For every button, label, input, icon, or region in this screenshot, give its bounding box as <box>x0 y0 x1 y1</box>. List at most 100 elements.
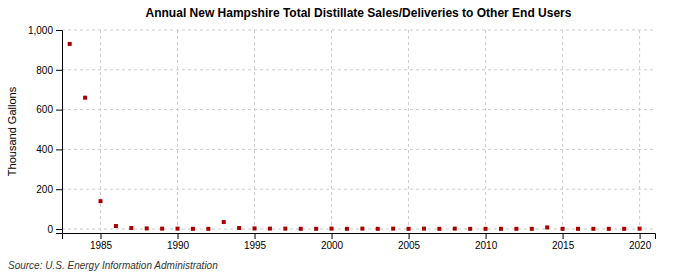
grid-line-x <box>254 30 255 233</box>
grid-line-y <box>62 189 655 190</box>
y-axis: 0 200 400 600 800 1,000 <box>28 25 63 235</box>
x-tick-mark <box>101 233 102 239</box>
y-tick-mark <box>56 30 62 31</box>
y-tick-label: 800 <box>36 65 53 76</box>
grid-line-x <box>562 30 563 233</box>
y-tick: 200 <box>36 184 62 195</box>
point <box>391 227 395 231</box>
title: Annual New Hampshire Total Distillate Sa… <box>146 6 572 20</box>
y-tick: 600 <box>36 104 62 115</box>
point <box>607 227 611 231</box>
point <box>437 227 441 231</box>
grid-line-x <box>485 30 486 233</box>
point <box>499 227 503 231</box>
x-tick-mark <box>178 233 179 239</box>
y-tick-mark <box>56 110 62 111</box>
point <box>561 227 565 231</box>
points <box>68 42 642 231</box>
x-tick: 1985 <box>90 233 113 251</box>
point <box>222 220 226 224</box>
chart: Annual New Hampshire Total Distillate Sa… <box>0 0 675 275</box>
source-note: Source: U.S. Energy Information Administ… <box>8 260 218 271</box>
point <box>453 227 457 231</box>
x-axis-line <box>63 234 656 240</box>
y-tick-label: 600 <box>36 104 53 115</box>
point <box>622 227 626 231</box>
grid-line-x <box>177 30 178 233</box>
grid-line-y <box>62 149 655 150</box>
point <box>345 227 349 231</box>
x-tick-label: 1990 <box>167 240 190 251</box>
point <box>638 227 642 231</box>
point <box>68 42 72 46</box>
plot-area: 1985 1990 1995 2000 2005 2010 2015 2020 0 200 400 6… <box>28 25 656 251</box>
point <box>237 226 241 230</box>
y-tick-mark <box>56 70 62 71</box>
x-tick-label: 2010 <box>475 240 498 251</box>
point <box>422 227 426 231</box>
x-tick-label: 2005 <box>398 240 421 251</box>
y-tick-label: 0 <box>47 224 53 235</box>
y-tick-label: 200 <box>36 184 53 195</box>
point <box>591 227 595 231</box>
grid-line-y <box>62 109 655 110</box>
point <box>206 227 210 231</box>
chart-container: Annual New Hampshire Total Distillate Sa… <box>0 0 675 275</box>
x-tick: 2010 <box>475 233 498 251</box>
x-tick-label: 1985 <box>90 240 113 251</box>
point <box>114 224 118 228</box>
grid-line-y <box>62 30 655 31</box>
x-tick: 1995 <box>244 233 267 251</box>
x-tick-label: 2000 <box>321 240 344 251</box>
point <box>545 225 549 229</box>
x-tick-mark <box>255 233 256 239</box>
point <box>530 227 534 231</box>
y-tick: 0 <box>47 224 62 235</box>
point <box>283 227 287 231</box>
point <box>314 227 318 231</box>
point <box>514 227 518 231</box>
x-axis: 1985 1990 1995 2000 2005 2010 2015 2020 <box>63 233 656 251</box>
grid-line-x <box>639 30 640 233</box>
x-tick-label: 2015 <box>552 240 575 251</box>
x-tick-label: 1995 <box>244 240 267 251</box>
point <box>129 226 133 230</box>
point <box>376 227 380 231</box>
x-tick-mark <box>563 233 564 239</box>
point <box>191 227 195 231</box>
x-tick-label: 2020 <box>629 240 652 251</box>
point <box>253 226 257 230</box>
x-tick: 2005 <box>398 233 421 251</box>
y-tick: 1,000 <box>28 25 62 36</box>
point <box>484 227 488 231</box>
grid-line-x <box>331 30 332 233</box>
y-tick-mark <box>56 149 62 150</box>
point <box>99 199 103 203</box>
point <box>360 227 364 231</box>
y-tick-label: 400 <box>36 144 53 155</box>
y-axis-label: Thousand Gallons <box>6 86 18 176</box>
grid <box>62 30 655 233</box>
y-tick-mark <box>56 229 62 230</box>
point <box>576 227 580 231</box>
point <box>330 227 334 231</box>
grid-line-x <box>408 30 409 233</box>
x-tick: 2000 <box>321 233 344 251</box>
x-tick-mark <box>332 233 333 239</box>
point <box>83 96 87 100</box>
y-tick-label: 1,000 <box>28 25 53 36</box>
y-tick-mark <box>56 189 62 190</box>
point <box>145 226 149 230</box>
x-tick: 2020 <box>629 233 652 251</box>
point <box>299 227 303 231</box>
point <box>468 227 472 231</box>
y-axis-line <box>56 31 63 234</box>
grid-line-y <box>62 229 655 230</box>
point <box>407 227 411 231</box>
y-tick: 400 <box>36 144 62 155</box>
point <box>268 227 272 231</box>
y-tick: 800 <box>36 65 62 76</box>
x-tick: 1990 <box>167 233 190 251</box>
x-tick-mark <box>486 233 487 239</box>
x-tick-mark <box>409 233 410 239</box>
